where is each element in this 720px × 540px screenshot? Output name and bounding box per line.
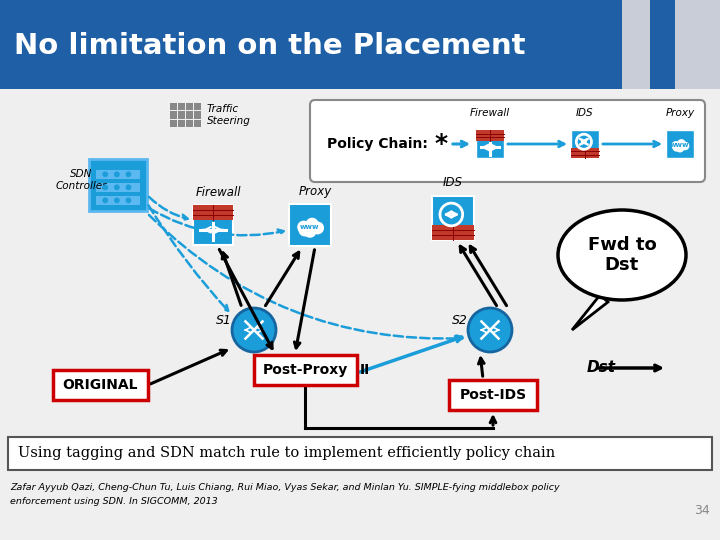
Bar [194, 111, 200, 119]
Circle shape [677, 139, 685, 148]
Text: SDN
Controller: SDN Controller [55, 169, 107, 191]
Bar [476, 130, 504, 140]
Circle shape [468, 308, 512, 352]
FancyBboxPatch shape [310, 100, 705, 182]
Bar [432, 225, 474, 240]
Circle shape [672, 141, 680, 150]
Bar [96, 170, 140, 179]
Text: Zafar Ayyub Qazi, Cheng-Chun Tu, Luis Chiang, Rui Miao, Vyas Sekar, and Minlan Y: Zafar Ayyub Qazi, Cheng-Chun Tu, Luis Ch… [10, 483, 559, 492]
Bar [96, 183, 140, 192]
Bar [89, 159, 147, 211]
Circle shape [675, 144, 684, 152]
Circle shape [232, 308, 276, 352]
Text: Policy Chain:: Policy Chain: [327, 137, 428, 151]
Text: Post-IDS: Post-IDS [459, 388, 526, 402]
Text: II: II [360, 363, 370, 377]
Polygon shape [572, 295, 608, 330]
Text: www: www [670, 143, 690, 148]
Text: *: * [434, 132, 448, 156]
Text: S2: S2 [452, 314, 468, 327]
Bar [169, 103, 176, 110]
Bar [432, 196, 474, 240]
Bar [186, 103, 192, 110]
Text: Firewall: Firewall [195, 186, 240, 199]
Bar [0, 0, 622, 89]
Circle shape [102, 198, 108, 203]
Bar [193, 205, 233, 245]
Bar [449, 380, 537, 410]
Circle shape [680, 141, 689, 150]
Bar [8, 437, 712, 470]
Text: 34: 34 [694, 503, 710, 516]
Text: S1: S1 [216, 314, 232, 327]
Bar [169, 120, 176, 127]
Circle shape [125, 198, 131, 203]
Bar [169, 111, 176, 119]
Text: ORIGINAL: ORIGINAL [62, 378, 138, 392]
Circle shape [125, 171, 131, 177]
Bar [289, 204, 331, 246]
Circle shape [297, 221, 310, 234]
Bar [666, 130, 694, 158]
Text: IDS: IDS [576, 108, 594, 118]
Circle shape [305, 218, 318, 231]
Circle shape [102, 185, 108, 190]
Text: Proxy: Proxy [665, 108, 695, 118]
Text: Post-Proxy: Post-Proxy [262, 363, 348, 377]
Bar [53, 370, 148, 400]
Circle shape [304, 225, 317, 238]
Text: Firewall: Firewall [470, 108, 510, 118]
Circle shape [125, 185, 131, 190]
Text: Traffic
Steering: Traffic Steering [207, 104, 251, 126]
Bar [186, 111, 192, 119]
Circle shape [311, 221, 324, 234]
Text: Using tagging and SDN match rule to implement efficiently policy chain: Using tagging and SDN match rule to impl… [18, 447, 555, 461]
Bar [186, 120, 192, 127]
Circle shape [299, 224, 312, 237]
Bar [650, 0, 675, 89]
Bar [675, 0, 720, 89]
Text: No limitation on the Placement: No limitation on the Placement [14, 32, 526, 60]
Bar [178, 111, 184, 119]
Text: enforcement using SDN. In SIGCOMM, 2013: enforcement using SDN. In SIGCOMM, 2013 [10, 497, 217, 507]
Bar [178, 120, 184, 127]
Bar [253, 355, 356, 385]
Bar [571, 130, 599, 158]
Bar [178, 103, 184, 110]
Circle shape [114, 185, 120, 190]
Bar [622, 0, 650, 89]
Text: Fwd to
Dst: Fwd to Dst [588, 235, 657, 274]
Bar [194, 120, 200, 127]
Bar [96, 196, 140, 205]
Bar [194, 103, 200, 110]
Bar [193, 205, 233, 220]
Ellipse shape [558, 210, 686, 300]
Text: IDS: IDS [443, 176, 463, 188]
Circle shape [114, 171, 120, 177]
Text: Dst: Dst [587, 361, 616, 375]
Bar [0, 89, 720, 540]
Circle shape [114, 198, 120, 203]
Bar [571, 148, 599, 158]
Text: www: www [300, 224, 320, 230]
Bar [476, 130, 504, 158]
Text: Proxy: Proxy [298, 185, 332, 198]
Circle shape [102, 171, 108, 177]
Circle shape [672, 143, 681, 152]
